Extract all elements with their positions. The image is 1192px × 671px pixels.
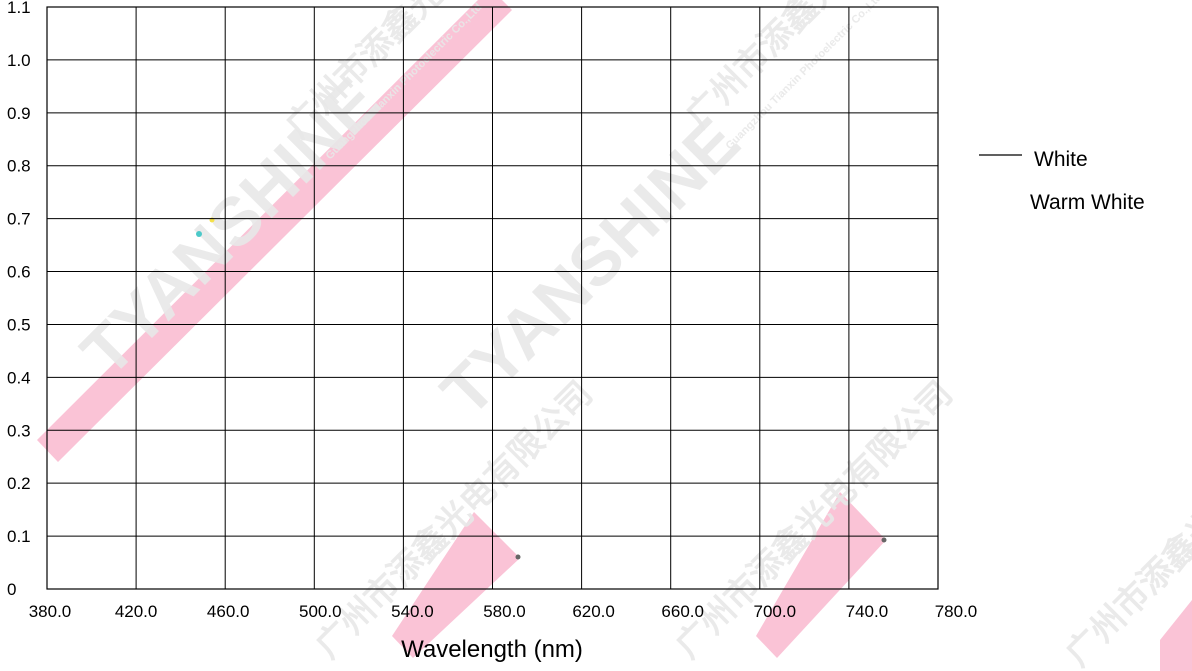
watermark-dot: [881, 537, 887, 543]
watermark-company: 广州市添鑫光电有限公司: [678, 0, 970, 136]
y-tick-label: 0.4: [7, 368, 31, 387]
legend-label: White: [1034, 148, 1088, 171]
x-tick-label: 380.0: [29, 602, 72, 621]
plot-border: [46, 6, 939, 590]
x-tick-label: 420.0: [115, 602, 158, 621]
x-tick-label: 540.0: [391, 602, 434, 621]
watermark-company: 广州市添鑫光电有限公司: [668, 374, 960, 666]
y-tick-label: 1.0: [7, 51, 31, 70]
legend: White Warm White: [979, 148, 1145, 214]
y-tick-label: 1.1: [7, 0, 31, 17]
x-tick-label: 700.0: [754, 602, 797, 621]
x-axis-title: Wavelength (nm): [401, 636, 583, 663]
x-tick-label: 500.0: [299, 602, 342, 621]
y-tick-label: 0.3: [7, 421, 31, 440]
watermark-band: [37, 0, 512, 462]
watermark-band: [392, 512, 520, 658]
watermark: TYANSHINE TYANSHINE 广州市添鑫光电有限公司 广州市添鑫光电有…: [37, 0, 1192, 671]
x-tick-label: 460.0: [207, 602, 250, 621]
x-tick-label: 740.0: [846, 602, 889, 621]
watermark-dot: [515, 554, 521, 560]
x-axis-ticks: 380.0 420.0 460.0 500.0 540.0 580.0 620.0 660.0…: [29, 602, 978, 621]
y-tick-label: 0.6: [7, 263, 31, 282]
y-axis-ticks: 0 0.1 0.2 0.3 0.4 0.5 0.6 0.7 0.8 0.9 1.0 1.1: [7, 0, 31, 599]
y-tick-label: 0: [7, 580, 16, 599]
x-tick-label: 580.0: [483, 602, 526, 621]
x-tick-label: 660.0: [661, 602, 704, 621]
plot-frame: [46, 6, 939, 590]
y-tick-label: 0.8: [7, 157, 31, 176]
y-tick-label: 0.9: [7, 104, 31, 123]
watermark-brand: TYANSHINE: [427, 103, 754, 430]
y-tick-label: 0.5: [7, 315, 31, 334]
watermark-company: 广州市添鑫光电有限公司: [308, 374, 600, 666]
watermark-band: [756, 492, 886, 658]
y-tick-label: 0.7: [7, 210, 31, 229]
y-tick-label: 0.1: [7, 527, 31, 546]
x-tick-label: 780.0: [935, 602, 978, 621]
watermark-dot: [196, 231, 202, 237]
y-tick-label: 0.2: [7, 474, 31, 493]
legend-label: Warm White: [1030, 191, 1145, 214]
x-tick-label: 620.0: [572, 602, 615, 621]
watermark-band: [1160, 600, 1192, 671]
